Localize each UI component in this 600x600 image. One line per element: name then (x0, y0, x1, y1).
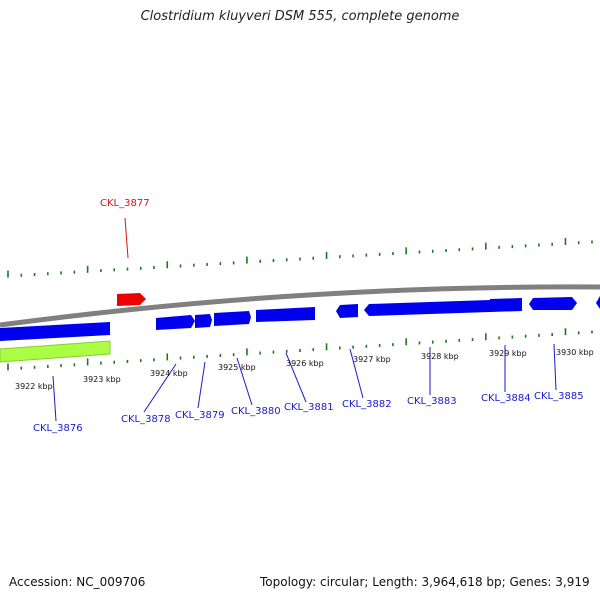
scale-label: 3930 kbp (556, 348, 594, 357)
gene-ckl-3880[interactable] (214, 311, 251, 326)
rna-gene-bar (0, 340, 111, 363)
scale-label: 3923 kbp (83, 375, 121, 384)
scale-label: 3924 kbp (150, 369, 188, 378)
gene-label-ckl-3881[interactable]: CKL_3881 (284, 402, 334, 413)
gene-ckl-3884[interactable] (490, 298, 522, 312)
gene-ckl-3876[interactable] (0, 322, 110, 341)
gene-label-ckl-3880[interactable]: CKL_3880 (231, 406, 281, 417)
gene-label-ckl-3878[interactable]: CKL_3878 (121, 414, 171, 425)
gene-label-ckl-3876[interactable]: CKL_3876 (33, 423, 83, 434)
scale-label: 3922 kbp (15, 382, 53, 391)
gene-ckl-3881[interactable] (256, 307, 315, 322)
gene-label-ckl-3879[interactable]: CKL_3879 (175, 410, 225, 421)
accession-text: Accession: NC_009706 (9, 575, 146, 589)
gene-label-ckl-3885[interactable]: CKL_3885 (534, 391, 584, 402)
gene-labels: CKL_3876 CKL_3877 CKL_3878 CKL_3879 CKL_… (33, 198, 584, 434)
tick-marks (7, 238, 593, 371)
gene-label-ckl-3883[interactable]: CKL_3883 (407, 396, 457, 407)
genome-backbone (0, 284, 600, 328)
gene-ckl-3879[interactable] (195, 314, 212, 328)
gene-ckl-3882[interactable] (336, 304, 358, 318)
gene-label-ckl-3882[interactable]: CKL_3882 (342, 399, 392, 410)
gene-partial-edge[interactable] (596, 296, 600, 309)
gene-ckl-3885[interactable] (529, 297, 577, 310)
scale-label: 3928 kbp (421, 352, 459, 361)
scale-label: 3929 kbp (489, 349, 527, 358)
gene-ckl-3883[interactable] (364, 300, 490, 316)
gene-label-ckl-3884[interactable]: CKL_3884 (481, 393, 531, 404)
gene-label-ckl-3877[interactable]: CKL_3877 (100, 198, 150, 209)
scale-labels: 3922 kbp 3923 kbp 3924 kbp 3925 kbp 3926… (15, 348, 594, 391)
scale-label: 3925 kbp (218, 363, 256, 372)
genome-summary-text: Topology: circular; Length: 3,964,618 bp… (260, 575, 590, 589)
scale-label: 3927 kbp (353, 355, 391, 364)
gene-ckl-3877[interactable] (117, 293, 146, 306)
map-title: Clostridium kluyveri DSM 555, complete g… (140, 9, 460, 24)
scale-label: 3926 kbp (286, 359, 324, 368)
gene-ckl-3878[interactable] (156, 315, 195, 330)
leader-lines (52, 217, 557, 422)
